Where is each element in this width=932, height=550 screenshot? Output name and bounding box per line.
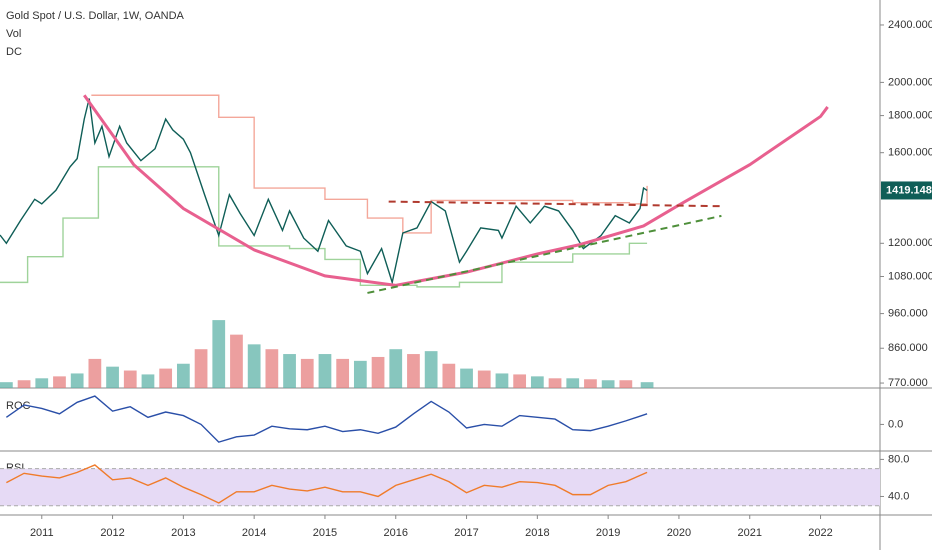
volume-bar [265,349,279,388]
line-series [0,98,648,286]
volume-bar [460,368,473,388]
y-tick-label: 0.0 [888,418,903,430]
volume-bar [194,349,208,388]
pane-title: ROC [6,400,31,412]
volume-bar [601,380,615,388]
volume-bar [566,378,580,388]
volume-bar [300,358,314,388]
indicator-label: Vol [6,28,21,40]
x-tick-label: 2016 [384,527,408,539]
volume-bar [619,380,633,388]
y-tick-label: 2400.000 [888,19,932,31]
x-tick-label: 2014 [242,527,266,539]
x-tick-label: 2018 [525,527,549,539]
x-tick-label: 2012 [100,527,124,539]
volume-bar [530,376,544,388]
chart-title: Gold Spot / U.S. Dollar, 1W, OANDA [6,10,185,22]
volume-bar [123,370,137,388]
line-series [367,214,722,294]
y-tick-label: 1200.000 [888,237,932,249]
y-tick-label: 1600.000 [888,147,932,159]
y-tick-label: 770.000 [888,377,928,389]
y-tick-label: 40.0 [888,490,909,502]
volume-bar [230,334,243,388]
x-tick-label: 2017 [454,527,478,539]
volume-bar [283,354,296,388]
x-tick-label: 2022 [808,527,832,539]
volume-bar [389,349,403,388]
y-tick-label: 1080.000 [888,270,932,282]
price-tag-label: 1419.148 [886,184,932,196]
volume-bar [513,374,527,388]
y-tick-label: 960.000 [888,307,928,319]
line-series [388,200,722,208]
y-tick-label: 860.000 [888,342,928,354]
line-series [0,166,648,288]
x-tick-label: 2015 [313,527,337,539]
volume-bar [17,380,31,388]
volume-bar [424,351,438,388]
volume-bar [159,368,173,388]
volume-bar [353,360,367,388]
line-series [91,94,648,234]
x-tick-label: 2021 [737,527,761,539]
volume-bar [584,379,597,388]
x-tick-label: 2013 [171,527,195,539]
band [0,468,880,506]
y-tick-label: 1800.000 [888,109,932,121]
volume-bar [70,373,84,388]
plot-background [0,0,880,515]
volume-bar [495,373,509,388]
volume-bar [640,382,654,388]
volume-bar [141,374,155,388]
x-tick-label: 2011 [30,527,54,539]
volume-bar [442,363,456,388]
volume-bar [35,378,49,388]
volume-bar [318,354,332,388]
volume-bar [548,378,562,388]
volume-bar [371,356,385,388]
indicator-label: DC [6,46,22,58]
volume-bar [106,366,119,388]
x-tick-label: 2020 [667,527,691,539]
price-tag [881,181,932,200]
x-tick-label: 2019 [596,527,620,539]
volume-bar [477,370,491,388]
y-tick-label: 80.0 [888,453,909,465]
volume-bar [247,344,261,388]
volume-bar [88,358,102,388]
line-series [5,395,648,443]
volume-bar [407,354,420,388]
volume-bar [336,358,350,388]
volume-bar [0,382,13,388]
line-series [6,464,648,504]
volume-bar [53,376,66,388]
volume-bar [212,320,226,388]
volume-bar [176,363,190,388]
y-tick-label: 2000.000 [888,76,932,88]
